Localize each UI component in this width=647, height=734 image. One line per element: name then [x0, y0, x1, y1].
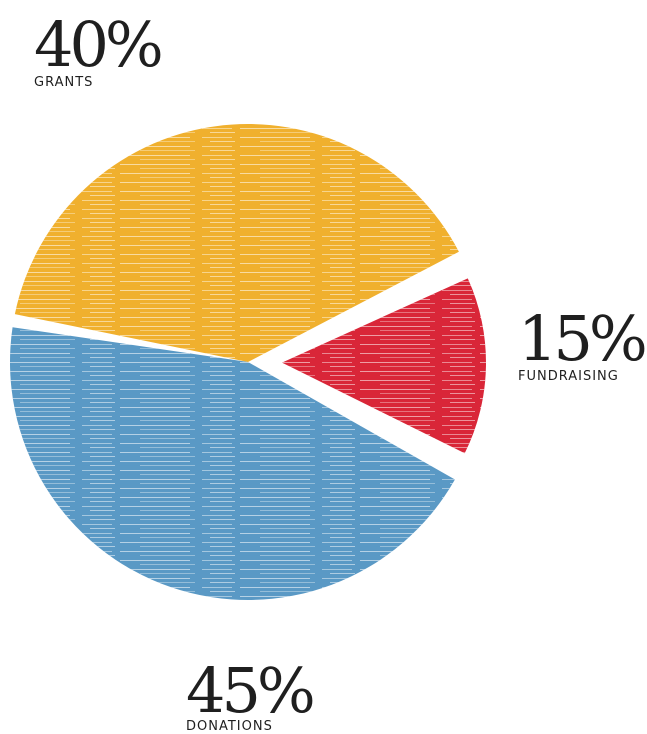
- slice-texture-fundraising: [281, 278, 486, 454]
- fundraising-category-label: FUNDRAISING: [518, 369, 619, 384]
- donations-category-label: DONATIONS: [186, 719, 273, 734]
- grants-percent-label: 40%: [34, 8, 164, 81]
- slice-texture-grants: [14, 124, 459, 362]
- donations-percent-label: 45%: [186, 654, 316, 727]
- slice-texture-donations: [10, 327, 455, 600]
- grants-category-label: GRANTS: [34, 75, 94, 90]
- fundraising-percent-label: 15%: [518, 302, 647, 375]
